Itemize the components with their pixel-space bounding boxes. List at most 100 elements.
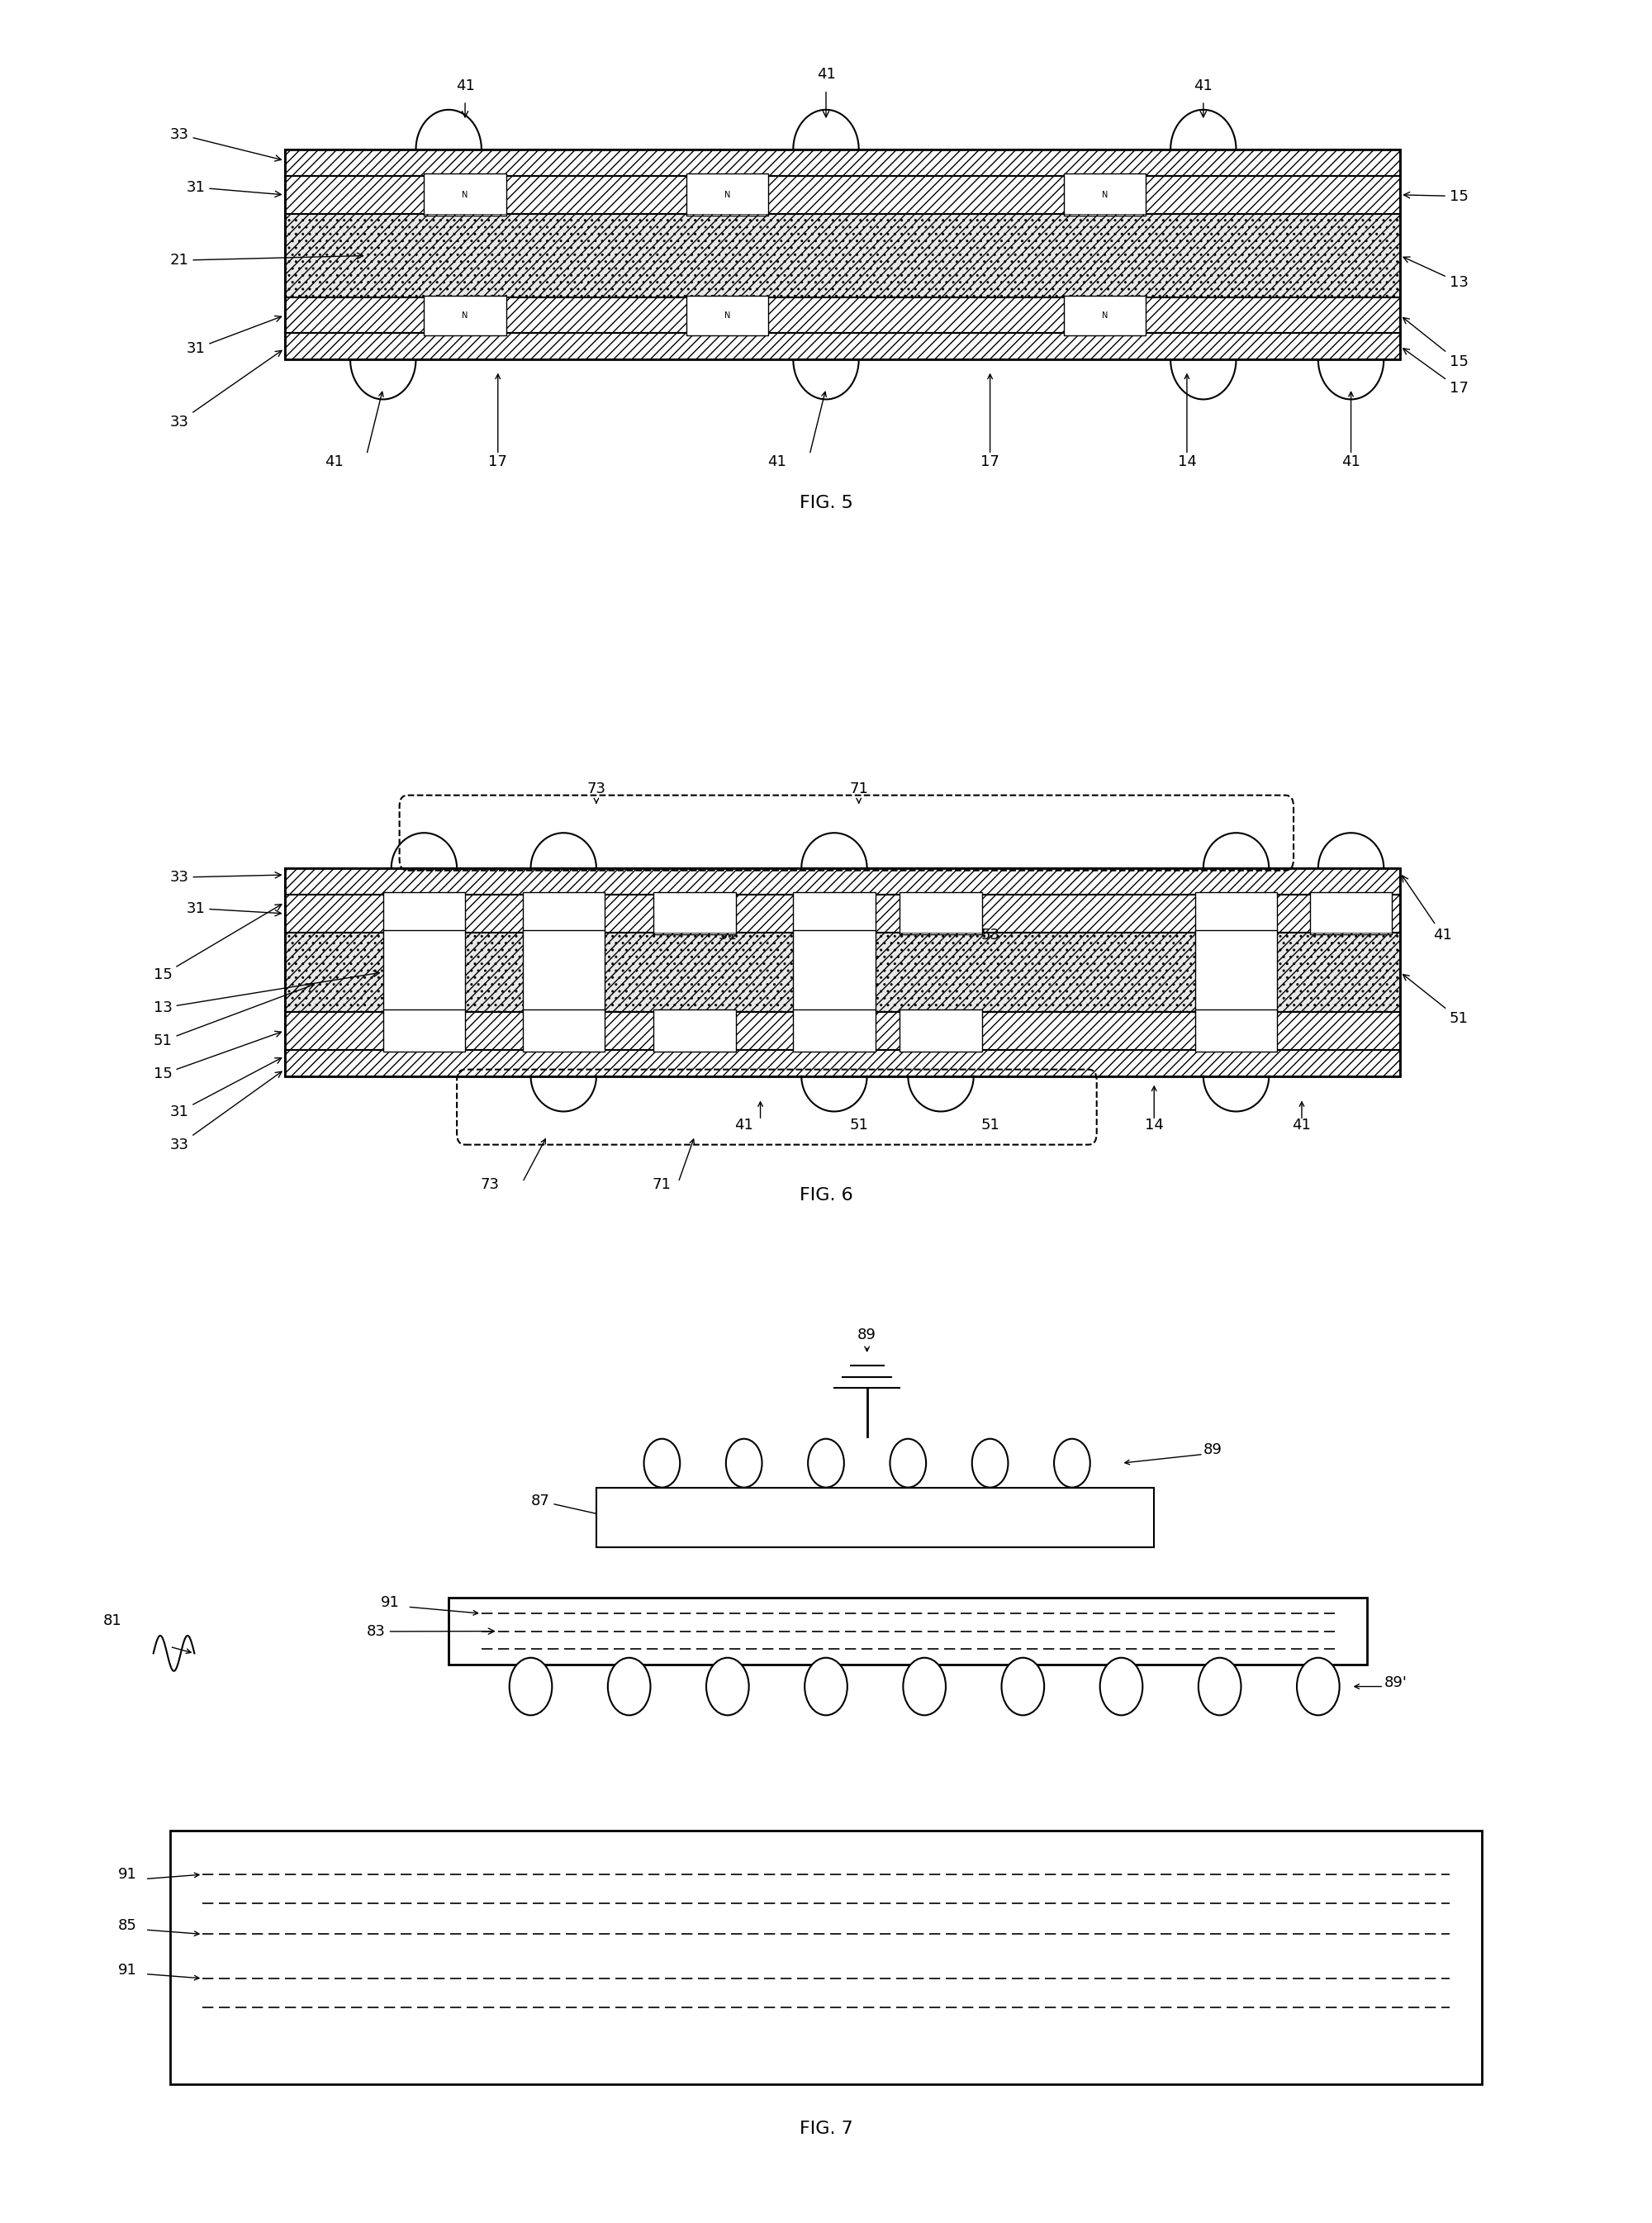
Bar: [284, 869, 1401, 1076]
Text: 71: 71: [849, 782, 869, 796]
Circle shape: [904, 1658, 945, 1716]
Text: 73: 73: [586, 782, 606, 796]
Text: 15: 15: [1403, 318, 1469, 369]
Text: 41: 41: [1292, 1118, 1312, 1132]
Bar: [284, 149, 1401, 360]
Text: 51: 51: [1403, 974, 1469, 1027]
Text: 89: 89: [857, 1327, 877, 1343]
FancyBboxPatch shape: [900, 894, 981, 934]
Circle shape: [1297, 1658, 1340, 1716]
Circle shape: [644, 1438, 681, 1487]
Text: 31: 31: [187, 900, 281, 916]
FancyBboxPatch shape: [522, 894, 605, 934]
Text: 51: 51: [849, 927, 869, 943]
Text: 33: 33: [170, 1071, 282, 1152]
Text: 41: 41: [735, 1118, 753, 1132]
FancyBboxPatch shape: [793, 894, 876, 934]
Text: 15: 15: [154, 905, 281, 983]
Text: N: N: [1102, 191, 1108, 198]
Text: N: N: [463, 191, 468, 198]
Text: 53: 53: [981, 927, 999, 943]
Text: 41: 41: [324, 453, 344, 469]
FancyBboxPatch shape: [1064, 296, 1146, 336]
FancyBboxPatch shape: [284, 869, 1401, 896]
FancyBboxPatch shape: [654, 894, 735, 934]
Text: 31: 31: [187, 180, 281, 198]
Text: 51: 51: [719, 927, 737, 943]
Text: 17: 17: [489, 453, 507, 469]
FancyBboxPatch shape: [284, 931, 1401, 1011]
FancyBboxPatch shape: [383, 894, 466, 934]
FancyBboxPatch shape: [170, 1830, 1482, 2085]
Text: 53: 53: [586, 927, 606, 943]
Text: 87: 87: [530, 1494, 610, 1518]
FancyBboxPatch shape: [284, 298, 1401, 333]
FancyBboxPatch shape: [687, 173, 768, 216]
FancyBboxPatch shape: [596, 1487, 1155, 1547]
Text: 41: 41: [1403, 876, 1452, 943]
FancyBboxPatch shape: [284, 176, 1401, 213]
FancyBboxPatch shape: [1194, 1009, 1277, 1051]
Text: 21: 21: [170, 253, 363, 267]
FancyBboxPatch shape: [1310, 894, 1393, 934]
FancyBboxPatch shape: [687, 296, 768, 336]
Text: 15: 15: [1404, 189, 1469, 205]
FancyBboxPatch shape: [522, 929, 605, 1014]
Text: N: N: [725, 311, 730, 320]
FancyBboxPatch shape: [522, 1009, 605, 1051]
Circle shape: [608, 1658, 651, 1716]
FancyBboxPatch shape: [284, 896, 1401, 931]
FancyBboxPatch shape: [654, 1009, 735, 1051]
FancyBboxPatch shape: [284, 333, 1401, 360]
Text: 33: 33: [170, 351, 282, 429]
Text: FIG. 6: FIG. 6: [800, 1187, 852, 1205]
FancyBboxPatch shape: [449, 1598, 1368, 1665]
Text: 81: 81: [102, 1614, 122, 1627]
Text: 73: 73: [481, 1178, 499, 1192]
Text: N: N: [725, 191, 730, 198]
Text: 13: 13: [154, 971, 380, 1016]
Circle shape: [1100, 1658, 1143, 1716]
Text: 17: 17: [1403, 349, 1469, 396]
Text: 41: 41: [1194, 78, 1213, 93]
Circle shape: [707, 1658, 748, 1716]
Text: 41: 41: [456, 78, 474, 93]
Text: 91: 91: [117, 1963, 137, 1976]
FancyBboxPatch shape: [284, 213, 1401, 298]
Text: 51: 51: [849, 1118, 869, 1132]
Circle shape: [890, 1438, 927, 1487]
FancyBboxPatch shape: [793, 1009, 876, 1051]
Text: 41: 41: [816, 67, 836, 82]
Circle shape: [805, 1658, 847, 1716]
Text: 91: 91: [117, 1867, 137, 1883]
Text: 41: 41: [767, 453, 786, 469]
Text: 15: 15: [154, 1031, 281, 1083]
Text: 51: 51: [981, 1118, 999, 1132]
FancyBboxPatch shape: [383, 1009, 466, 1051]
Text: 51: 51: [439, 927, 458, 943]
Text: FIG. 7: FIG. 7: [800, 2121, 852, 2136]
Text: 71: 71: [653, 1178, 671, 1192]
Text: 14: 14: [1178, 453, 1196, 469]
Text: 33: 33: [170, 127, 281, 160]
FancyBboxPatch shape: [425, 173, 506, 216]
Text: N: N: [463, 311, 468, 320]
FancyBboxPatch shape: [1064, 173, 1146, 216]
FancyBboxPatch shape: [284, 149, 1401, 176]
Text: 41: 41: [1341, 453, 1360, 469]
Text: 31: 31: [187, 316, 281, 356]
Circle shape: [971, 1438, 1008, 1487]
Circle shape: [725, 1438, 762, 1487]
Text: 13: 13: [1404, 258, 1469, 289]
Text: 31: 31: [170, 1058, 281, 1118]
FancyBboxPatch shape: [1194, 894, 1277, 934]
Text: 91: 91: [380, 1596, 400, 1609]
FancyBboxPatch shape: [425, 296, 506, 336]
Text: 89': 89': [1384, 1674, 1408, 1689]
FancyBboxPatch shape: [284, 1011, 1401, 1049]
Circle shape: [808, 1438, 844, 1487]
FancyBboxPatch shape: [284, 1049, 1401, 1076]
Text: 14: 14: [1145, 1118, 1163, 1132]
Circle shape: [509, 1658, 552, 1716]
Text: FIG. 5: FIG. 5: [800, 496, 852, 511]
